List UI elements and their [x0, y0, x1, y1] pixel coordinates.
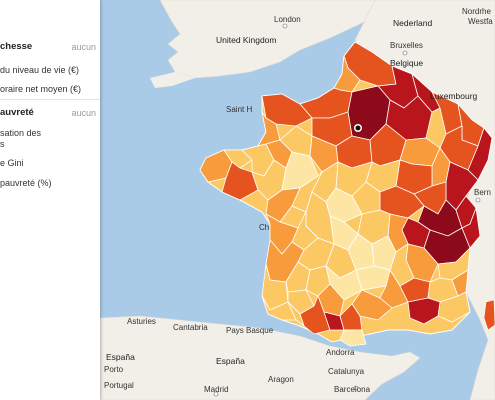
label-barcelona: Barcelona — [334, 385, 371, 394]
label-andorra: Andorra — [326, 348, 355, 357]
cornwall — [150, 72, 195, 88]
label-cantabria: Cantabria — [173, 323, 208, 332]
dept-cotes-armor — [223, 149, 253, 169]
layer-taux-pauvrete[interactable]: pauvreté (%) — [0, 178, 52, 188]
label-bern: Bern — [474, 188, 491, 197]
label-nederland: Nederland — [393, 18, 432, 28]
iberia-landmass — [99, 315, 421, 400]
layer-panel: chesse aucun du niveau de vie (€) oraire… — [0, 0, 100, 400]
london-marker — [282, 23, 288, 29]
layer-indice-gini[interactable]: e Gini — [0, 158, 24, 168]
label-espana: España — [106, 352, 135, 362]
label-belgique: Belgique — [390, 58, 423, 68]
layer-niveau-de-vie[interactable]: du niveau de vie (€) — [0, 65, 80, 75]
dept-ardennes — [411, 72, 441, 113]
label-pays-basque: Pays Basque — [226, 326, 274, 335]
label-bruxelles: Bruxelles — [390, 41, 423, 50]
section-pauvrete-title[interactable]: auvreté — [0, 107, 34, 118]
departments[interactable] — [199, 41, 493, 347]
label-catalunya: Catalunya — [328, 367, 365, 376]
layer-taux-allocation-cont[interactable]: s — [0, 139, 5, 149]
bruxelles-marker — [402, 50, 408, 56]
label-london: London — [274, 15, 301, 24]
label-saint-helier: Saint H — [226, 105, 252, 114]
label-aragon: Aragon — [268, 375, 294, 384]
panel-divider — [0, 99, 100, 100]
layer-taux-allocation[interactable]: sation des — [0, 128, 42, 138]
label-madrid: Madrid — [204, 385, 228, 394]
label-westfa: Westfa — [468, 17, 493, 26]
richesse-toggle-none[interactable]: aucun — [71, 42, 96, 52]
dept-savoie — [461, 207, 481, 249]
pauvrete-toggle-none[interactable]: aucun — [71, 108, 96, 118]
bern-marker — [475, 197, 481, 203]
section-richesse-title[interactable]: chesse — [0, 41, 33, 52]
barcelona-marker — [353, 385, 359, 391]
dept-lozere — [355, 265, 391, 291]
label-porto: Porto — [104, 365, 124, 374]
dept-hautes-pyr — [287, 301, 305, 328]
layer-salaire-horaire[interactable]: oraire net moyen (€) — [0, 84, 82, 94]
dept-loir-cher — [309, 135, 339, 173]
label-portugal: Portugal — [104, 381, 134, 390]
madrid-marker — [213, 391, 219, 397]
dept-pyrenees-or — [339, 329, 367, 347]
dept-aude — [339, 303, 363, 331]
label-luxembourg: Luxembourg — [430, 91, 478, 101]
paris-marker — [354, 124, 362, 132]
dept-bouches-rhone — [407, 297, 441, 325]
label-nordrhein: Nordrhe — [462, 7, 491, 16]
label-asturies: Asturies — [127, 317, 156, 326]
label-espana-2: España — [216, 356, 245, 366]
corsica — [483, 299, 495, 331]
label-ch: Ch — [259, 223, 269, 232]
label-united-kingdom: United Kingdom — [216, 35, 276, 45]
